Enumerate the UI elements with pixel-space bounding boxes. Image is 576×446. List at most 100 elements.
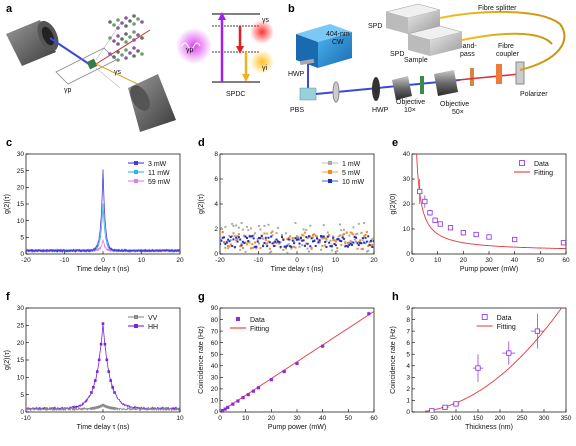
- data-point: [326, 231, 329, 234]
- data-point: [231, 235, 234, 238]
- data-point: [276, 226, 279, 229]
- data-point: [298, 238, 301, 241]
- lattice-atom: [136, 17, 140, 21]
- y-tick-label: 90: [211, 305, 219, 312]
- data-point: [235, 236, 238, 239]
- x-tick-label: 10: [138, 257, 146, 264]
- data-point: [259, 247, 262, 250]
- data-point: [342, 233, 345, 236]
- data-point: [225, 241, 228, 244]
- data-point: [357, 222, 360, 225]
- lattice-atom: [108, 20, 112, 24]
- x-tick-label: 200: [495, 415, 506, 422]
- data-point: [294, 237, 297, 240]
- lattice-atom: [128, 35, 132, 39]
- data-point: [236, 240, 239, 243]
- legend-marker: [134, 179, 138, 183]
- spd-box-1: [385, 3, 441, 34]
- panel-label-g: g: [198, 291, 205, 303]
- series-marker: [90, 391, 93, 394]
- data-point: [266, 245, 269, 248]
- data-point: [328, 233, 331, 236]
- data-point: [233, 234, 236, 237]
- data-point: [320, 235, 323, 238]
- data-point: [241, 247, 244, 250]
- data-point: [287, 238, 290, 241]
- data-point: [314, 234, 317, 237]
- data-point: [252, 237, 255, 240]
- spd2-label: SPD: [390, 51, 404, 58]
- data-point: [275, 238, 278, 241]
- data-point: [307, 235, 310, 238]
- data-point: [305, 242, 308, 245]
- data-point: [270, 235, 273, 238]
- lattice-atom: [108, 52, 112, 56]
- legend-marker: [134, 324, 138, 328]
- data-point: [268, 241, 271, 244]
- y-tick-label: 5: [20, 392, 24, 399]
- data-point: [309, 224, 312, 227]
- x-tick-label: 20: [176, 257, 184, 264]
- x-tick-label: 50: [345, 415, 353, 422]
- data-point: [321, 237, 324, 240]
- legend-label: 11 mW: [148, 170, 170, 177]
- data-point: [293, 245, 296, 248]
- bandpass-label-2: pass: [460, 51, 475, 58]
- x-tick-label: 0: [295, 257, 299, 264]
- data-point: [247, 229, 250, 232]
- x-tick-label: 10: [176, 415, 184, 422]
- lattice-atom: [140, 20, 144, 24]
- y-tick-label: 3: [406, 375, 410, 382]
- y-tick-label: 0: [406, 251, 410, 258]
- data-point: [337, 235, 340, 238]
- x-tick-label: 20: [370, 257, 378, 264]
- data-point: [241, 228, 244, 231]
- data-point: [287, 236, 290, 239]
- data-point: [316, 237, 319, 240]
- mirror-icon: [332, 81, 340, 103]
- lattice-atom: [128, 51, 132, 55]
- y-tick-label: 40: [403, 151, 411, 158]
- sample-label: Sample: [404, 57, 428, 64]
- lattice-atom: [116, 18, 120, 22]
- x-tick-label: 0: [410, 257, 414, 264]
- data-point: [534, 328, 541, 334]
- series-marker: [92, 406, 95, 410]
- series-marker: [94, 406, 97, 410]
- series-marker: [92, 386, 95, 389]
- data-point: [272, 242, 275, 245]
- x-tick-label: 250: [517, 415, 528, 422]
- data-point: [355, 240, 358, 243]
- data-point: [317, 241, 320, 244]
- y-axis-label: g(2)(τ): [4, 194, 11, 214]
- y-tick-label: 15: [17, 357, 25, 364]
- data-point: [289, 235, 292, 238]
- legend-label: 1 mW: [342, 161, 361, 168]
- data-point: [276, 240, 279, 243]
- data-point: [432, 217, 438, 223]
- data-point: [316, 235, 319, 238]
- data-point: [247, 241, 250, 244]
- x-tick-label: 40: [319, 415, 327, 422]
- data-point: [272, 241, 275, 244]
- y-tick-label: 30: [17, 305, 25, 312]
- data-point: [232, 224, 235, 227]
- data-point: [310, 237, 313, 240]
- data-point: [347, 242, 350, 245]
- y-axis-label: g(2)(τ): [198, 194, 205, 214]
- data-point: [220, 233, 221, 236]
- data-point: [263, 232, 266, 235]
- lattice-atom: [108, 36, 112, 40]
- data-point: [340, 240, 343, 243]
- data-point: [286, 251, 289, 254]
- series-marker: [90, 407, 93, 410]
- series-marker: [101, 322, 105, 325]
- data-point: [336, 249, 339, 252]
- series-marker: [109, 379, 112, 382]
- data-point: [223, 236, 226, 239]
- fibre-coupler-icon: [496, 64, 502, 84]
- series-line: [26, 203, 180, 253]
- data-point: [359, 239, 362, 242]
- data-point: [267, 223, 270, 226]
